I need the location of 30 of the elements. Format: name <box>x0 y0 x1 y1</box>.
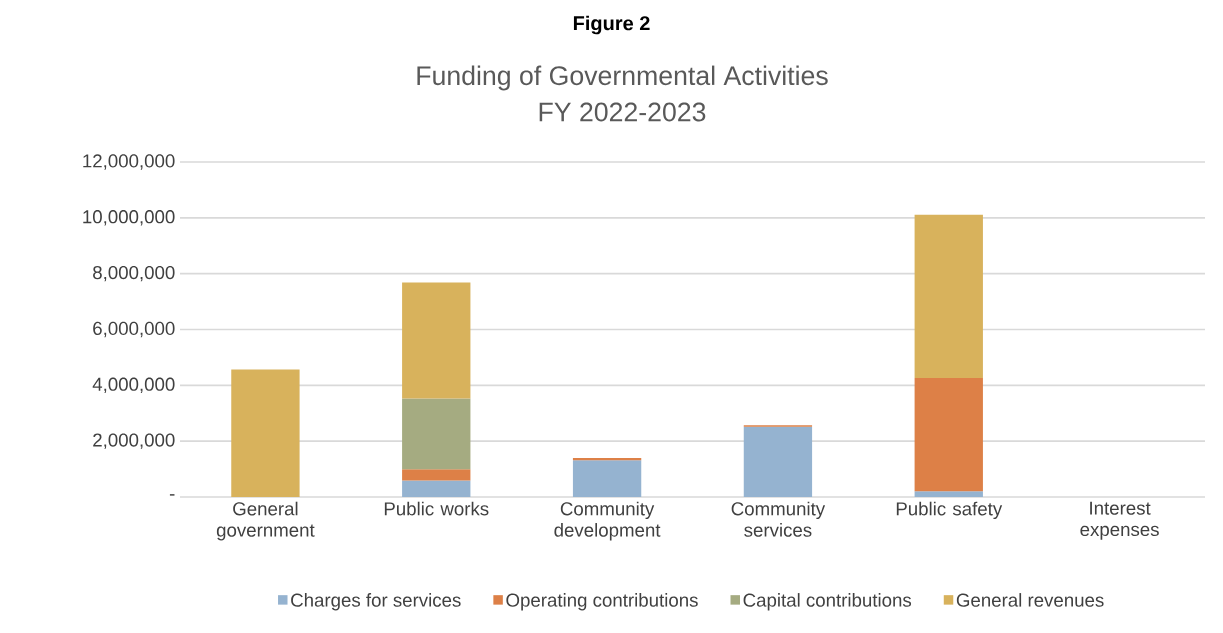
y-tick-label: 10,000,000 <box>83 210 175 226</box>
legend-label: Operating contributions <box>506 593 698 611</box>
y-tick-label: 8,000,000 <box>93 265 175 282</box>
chart-subtitle: FY 2022-2023 <box>539 102 706 122</box>
x-tick-label: Interest expenses <box>1080 501 1159 540</box>
chart-title: Funding of Governmental Activities <box>417 65 828 91</box>
y-tick-label: 12,000,000 <box>83 154 175 170</box>
bar <box>402 469 471 481</box>
bar <box>402 282 471 399</box>
caption: Figure 2 <box>573 15 650 35</box>
bar <box>231 369 300 497</box>
x-tick-label: General government <box>216 501 315 541</box>
y-tick-label: 4,000,000 <box>92 377 175 394</box>
bar <box>402 398 471 470</box>
y-tick-label: - <box>169 494 175 496</box>
bar <box>743 426 813 497</box>
bar <box>914 378 983 492</box>
x-tick-label: Public works <box>384 501 489 516</box>
y-tick-label: 6,000,000 <box>93 321 175 338</box>
x-tick-label: Community services <box>731 501 826 537</box>
bar <box>572 460 642 497</box>
bar <box>914 214 983 379</box>
legend-label: Capital contributions <box>743 593 912 611</box>
legend-label: Charges for services <box>291 593 461 611</box>
y-tick-label: 2,000,000 <box>93 433 175 449</box>
legend-label: General revenues <box>956 593 1104 607</box>
x-tick-label: Public safety <box>896 501 1003 520</box>
x-tick-label: Community development <box>554 501 661 541</box>
bar <box>914 491 983 497</box>
bar <box>402 480 471 497</box>
